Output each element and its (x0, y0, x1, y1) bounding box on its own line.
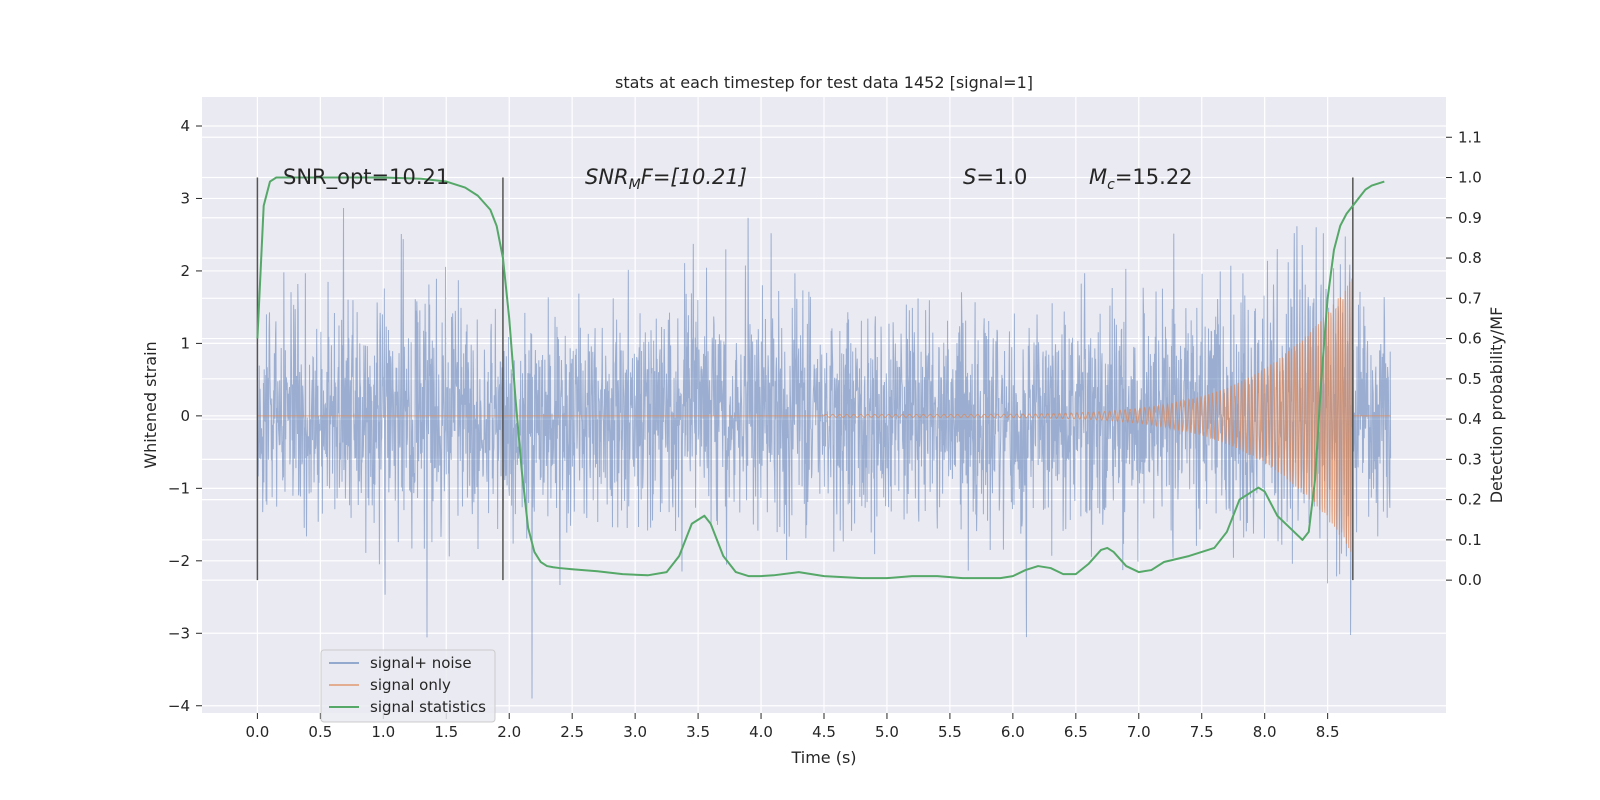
x-tick-label: 7.0 (1127, 723, 1151, 741)
annotation-mc-subscript: c (1107, 177, 1115, 193)
y2-tick-label: 1.0 (1458, 169, 1482, 187)
chart-title: stats at each timestep for test data 145… (615, 73, 1033, 92)
x-tick-label: 6.5 (1064, 723, 1088, 741)
y2-tick-label: 0.2 (1458, 491, 1482, 509)
annotation-snr-mf: SNRMF=[10.21] (585, 165, 747, 193)
y2-tick-label: 0.4 (1458, 410, 1482, 428)
x-tick-label: 3.5 (686, 723, 710, 741)
x-tick-label: 1.0 (371, 723, 395, 741)
x-tick-label: 1.5 (434, 723, 458, 741)
x-tick-label: 0.5 (308, 723, 332, 741)
x-axis-ticks: 0.0 0.5 1.0 1.5 2.0 2.5 3.0 3.5 4.0 4.5 5.0 5.5 6.0 6… (245, 713, 1340, 741)
x-tick-label: 8.0 (1253, 723, 1277, 741)
annotation-snr-opt: SNR_opt=10.21 (283, 165, 449, 190)
y-tick-label: 3 (180, 189, 190, 207)
y2-tick-label: 0.7 (1458, 289, 1482, 307)
x-tick-label: 2.5 (560, 723, 584, 741)
y-tick-label: −2 (168, 552, 190, 570)
annotation-s-rest: =1.0 (976, 165, 1027, 189)
y2-axis-ticks: 1.1 1.0 0.9 0.8 0.7 0.6 0.5 0.4 0.3 0.2 0.1 0.0 (1446, 128, 1482, 589)
legend-label-signal-noise: signal+ noise (370, 654, 472, 672)
annotation-mc-symbol: M (1089, 165, 1107, 189)
y-tick-label: 1 (180, 334, 190, 352)
legend-label-signal-statistics: signal statistics (370, 698, 486, 716)
y2-tick-label: 0.1 (1458, 531, 1482, 549)
x-tick-label: 6.0 (1001, 723, 1025, 741)
y2-tick-label: 1.1 (1458, 128, 1482, 146)
x-axis-label: Time (s) (790, 748, 856, 767)
y2-tick-label: 0.8 (1458, 249, 1482, 267)
y2-tick-label: 0.9 (1458, 209, 1482, 227)
signal-only-series (257, 278, 1391, 552)
y-tick-label: −3 (168, 624, 190, 642)
segment-markers (256, 177, 1354, 581)
y-tick-label: 4 (180, 117, 190, 135)
signal-noise-series (256, 207, 1392, 699)
annotation-snr-mf-subscript: M (629, 177, 641, 193)
annotation-s-symbol: S (963, 165, 976, 189)
x-tick-label: 4.5 (812, 723, 836, 741)
x-tick-label: 2.0 (497, 723, 521, 741)
x-tick-label: 0.0 (245, 723, 269, 741)
x-tick-label: 3.0 (623, 723, 647, 741)
y-tick-label: −1 (168, 479, 190, 497)
y2-axis-label: Detection probability/MF (1487, 307, 1506, 504)
y2-tick-label: 0.3 (1458, 450, 1482, 468)
signal-statistics-line (256, 176, 1385, 580)
annotation-snr-mf-rest: F=[10.21] (641, 165, 747, 189)
x-tick-label: 8.5 (1316, 723, 1340, 741)
x-tick-label: 7.5 (1190, 723, 1214, 741)
y-axis-label: Whitened strain (141, 341, 160, 468)
y2-tick-label: 0.5 (1458, 370, 1482, 388)
x-tick-label: 4.0 (749, 723, 773, 741)
signal-only-line (257, 278, 1391, 552)
x-tick-label: 5.5 (938, 723, 962, 741)
legend: signal+ noise signal only signal statist… (320, 649, 496, 723)
legend-box (320, 649, 496, 723)
x-tick-label: 5.0 (875, 723, 899, 741)
y2-tick-label: 0.6 (1458, 330, 1482, 348)
annotation-s: S=1.0 (963, 165, 1027, 189)
signal-noise-line (256, 207, 1392, 699)
annotation-mc: Mc=15.22 (1089, 165, 1193, 193)
y-tick-label: −4 (168, 697, 190, 715)
signal-statistics-series (256, 176, 1385, 580)
y-tick-label: 2 (180, 262, 190, 280)
y-tick-label: 0 (180, 407, 190, 425)
y-axis-ticks: 4 3 2 1 0 −1 −2 −3 −4 (168, 117, 202, 715)
legend-label-signal-only: signal only (370, 676, 451, 694)
y2-tick-label: 0.0 (1458, 571, 1482, 589)
annotation-snr-mf-symbol: SNR (585, 165, 629, 189)
annotation-mc-rest: =15.22 (1115, 165, 1193, 189)
